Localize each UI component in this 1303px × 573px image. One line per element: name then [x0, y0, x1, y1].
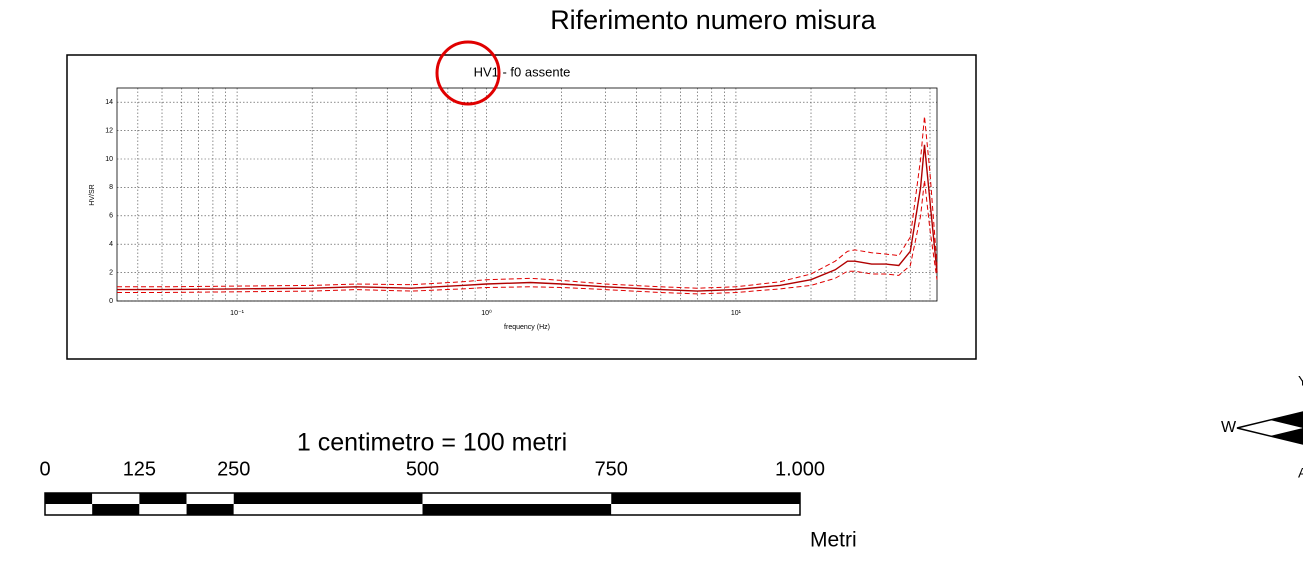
plot-border [116, 87, 938, 302]
scale-tick-label: 500 [406, 458, 439, 480]
plot-area: 0 2 4 6 8 10 12 14 10⁻¹ 10⁰ 10¹ [105, 87, 938, 317]
compass-west: W [1221, 419, 1237, 436]
chart-title: HV1 - f0 assente [474, 64, 571, 79]
scale-tick-label: 0 [39, 458, 50, 480]
y-tick-label: 12 [105, 127, 113, 134]
scale-segment [139, 493, 187, 504]
x-tick-label: 10⁰ [481, 309, 492, 317]
scale-unit: Metri [810, 529, 857, 552]
page-title: Riferimento numero misura [550, 5, 877, 35]
y-tick-label: 14 [105, 99, 113, 106]
scale-tick-label: 750 [595, 458, 628, 480]
y-tick-label: 8 [109, 184, 113, 191]
scale-tick-label: 125 [123, 458, 156, 480]
y-tick-label: 0 [109, 298, 113, 305]
scale-tick-label: 250 [217, 458, 250, 480]
scale-segment [233, 493, 423, 504]
y-tick-label: 10 [105, 156, 113, 163]
highlight-circle [435, 40, 501, 106]
y-tick-label: 4 [109, 241, 113, 248]
scale-bar: 0 125 250 500 750 1.000 [39, 458, 825, 516]
x-tick-label: 10⁻¹ [230, 310, 244, 317]
y-axis-label: HV/SR [89, 184, 96, 205]
data-line [117, 144, 938, 292]
compass-arrow-fill [1270, 428, 1303, 444]
compass-mark: A [1298, 465, 1303, 481]
scale-segment [611, 504, 800, 515]
scale-segment [45, 493, 93, 504]
scale-segment [92, 504, 140, 515]
data-line [117, 180, 938, 295]
y-tick-label: 2 [109, 269, 113, 276]
chart-frame [66, 54, 977, 360]
scale-segment [422, 504, 612, 515]
compass-mark: Y [1298, 373, 1303, 389]
data-line [117, 116, 938, 289]
scale-segment [92, 493, 140, 504]
scale-segment [139, 504, 187, 515]
scale-outline [44, 492, 801, 516]
scale-tick-label: 1.000 [775, 458, 825, 480]
scale-title: 1 centimetro = 100 metri [297, 429, 567, 457]
y-tick-label: 6 [109, 213, 113, 220]
scale-segment [422, 493, 612, 504]
scale-segment [45, 504, 93, 515]
scale-segment [186, 504, 234, 515]
compass-arrow-fill [1270, 412, 1303, 428]
scale-segment [233, 504, 423, 515]
scale-segment [186, 493, 234, 504]
x-axis-label: frequency (Hz) [504, 324, 550, 331]
x-tick-label: 10¹ [731, 310, 742, 317]
scale-segment [611, 493, 800, 504]
